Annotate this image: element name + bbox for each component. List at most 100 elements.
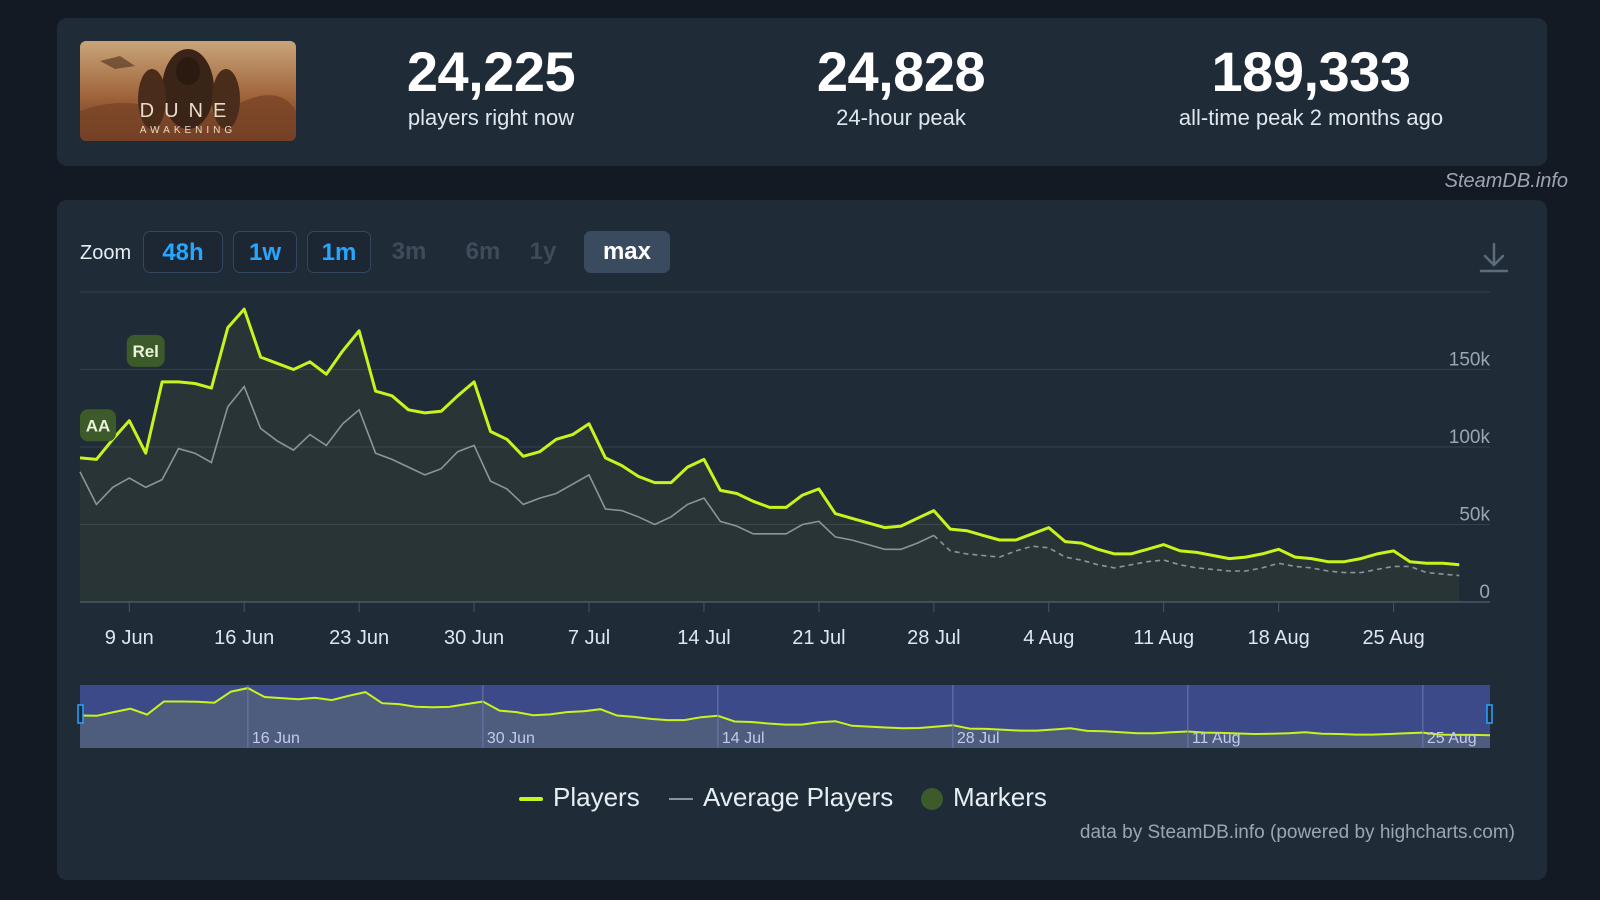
players-point[interactable] bbox=[586, 421, 592, 427]
players-point[interactable] bbox=[717, 487, 723, 493]
players-point[interactable] bbox=[1407, 559, 1413, 565]
players-point[interactable] bbox=[1161, 542, 1167, 548]
players-point[interactable] bbox=[307, 359, 313, 365]
players-point[interactable] bbox=[290, 367, 296, 373]
players-point[interactable] bbox=[176, 379, 182, 385]
players-point[interactable] bbox=[1111, 551, 1117, 557]
players-point[interactable] bbox=[882, 525, 888, 531]
players-point[interactable] bbox=[537, 449, 543, 455]
players-point[interactable] bbox=[1259, 551, 1265, 557]
players-point[interactable] bbox=[602, 455, 608, 461]
players-point[interactable] bbox=[1226, 556, 1232, 562]
marker-rel[interactable]: Rel bbox=[126, 334, 165, 367]
navigator-handle-right[interactable] bbox=[1486, 704, 1493, 724]
players-point[interactable] bbox=[323, 371, 329, 377]
players-point[interactable] bbox=[1177, 548, 1183, 554]
players-point[interactable] bbox=[832, 511, 838, 517]
legend-markers[interactable]: Markers bbox=[921, 780, 1047, 814]
players-point[interactable] bbox=[619, 463, 625, 469]
players-point[interactable] bbox=[1243, 554, 1249, 560]
players-point[interactable] bbox=[980, 532, 986, 538]
players-point[interactable] bbox=[438, 408, 444, 414]
players-point[interactable] bbox=[898, 523, 904, 529]
players-point[interactable] bbox=[783, 504, 789, 510]
chart-plot[interactable]: AA Rel 0 50k 100k 150k 9 Jun 16 Jun 23 Jun 30 Ju… bbox=[57, 200, 1547, 880]
players-point[interactable] bbox=[1144, 546, 1150, 552]
players-point[interactable] bbox=[652, 480, 658, 486]
players-point[interactable] bbox=[914, 515, 920, 521]
players-point[interactable] bbox=[701, 456, 707, 462]
players-point[interactable] bbox=[865, 520, 871, 526]
players-point[interactable] bbox=[799, 492, 805, 498]
players-point[interactable] bbox=[947, 526, 953, 532]
players-point[interactable] bbox=[373, 388, 379, 394]
players-point[interactable] bbox=[997, 537, 1003, 543]
players-point[interactable] bbox=[356, 328, 362, 334]
zoom-48h-button[interactable]: 48h bbox=[143, 231, 223, 273]
players-point[interactable] bbox=[143, 450, 149, 456]
players-point[interactable] bbox=[767, 504, 773, 510]
average-series-line[interactable] bbox=[79, 385, 935, 551]
players-point[interactable] bbox=[1423, 560, 1429, 566]
players-point[interactable] bbox=[274, 360, 280, 366]
players-point[interactable] bbox=[570, 432, 576, 438]
players-point[interactable] bbox=[1013, 537, 1019, 543]
players-point[interactable] bbox=[126, 418, 132, 424]
players-point[interactable] bbox=[1276, 546, 1282, 552]
players-point[interactable] bbox=[159, 379, 165, 385]
players-point[interactable] bbox=[192, 380, 198, 386]
players-point[interactable] bbox=[1210, 553, 1216, 559]
players-point[interactable] bbox=[964, 528, 970, 534]
players-point[interactable] bbox=[635, 473, 641, 479]
players-point[interactable] bbox=[734, 491, 740, 497]
players-point[interactable] bbox=[1325, 559, 1331, 565]
players-point[interactable] bbox=[208, 385, 214, 391]
players-point[interactable] bbox=[553, 436, 559, 442]
players-point[interactable] bbox=[422, 410, 428, 416]
players-point[interactable] bbox=[520, 453, 526, 459]
players-point[interactable] bbox=[1128, 551, 1134, 557]
players-point[interactable] bbox=[225, 325, 231, 331]
players-point[interactable] bbox=[1029, 531, 1035, 537]
download-icon[interactable] bbox=[1477, 240, 1511, 274]
legend-players[interactable]: Players bbox=[519, 780, 640, 814]
players-point[interactable] bbox=[504, 436, 510, 442]
players-point[interactable] bbox=[1046, 525, 1052, 531]
players-point[interactable] bbox=[1194, 549, 1200, 555]
players-point[interactable] bbox=[340, 348, 346, 354]
marker-aa[interactable]: AA bbox=[80, 409, 116, 442]
zoom-1m-button[interactable]: 1m bbox=[307, 231, 371, 273]
zoom-1w-button[interactable]: 1w bbox=[233, 231, 297, 273]
players-point[interactable] bbox=[93, 456, 99, 462]
players-point[interactable] bbox=[241, 306, 247, 312]
players-point[interactable] bbox=[750, 498, 756, 504]
players-point[interactable] bbox=[1391, 548, 1397, 554]
players-point[interactable] bbox=[77, 455, 83, 461]
zoom-max-button[interactable]: max bbox=[584, 231, 670, 273]
players-point[interactable] bbox=[389, 393, 395, 399]
zoom-6m-button[interactable]: 6m bbox=[465, 238, 501, 265]
steamdb-credit[interactable]: SteamDB.info bbox=[1444, 170, 1568, 192]
players-point[interactable] bbox=[258, 354, 264, 360]
legend-average[interactable]: Average Players bbox=[669, 780, 893, 814]
zoom-3m-button[interactable]: 3m bbox=[391, 238, 427, 265]
players-point[interactable] bbox=[931, 508, 937, 514]
players-series-line[interactable] bbox=[79, 307, 1460, 567]
players-point[interactable] bbox=[849, 515, 855, 521]
players-point[interactable] bbox=[1062, 539, 1068, 545]
players-point[interactable] bbox=[816, 486, 822, 492]
players-point[interactable] bbox=[1309, 556, 1315, 562]
players-point[interactable] bbox=[685, 464, 691, 470]
players-point[interactable] bbox=[1341, 559, 1347, 565]
players-point[interactable] bbox=[1292, 554, 1298, 560]
players-point[interactable] bbox=[405, 407, 411, 413]
players-point[interactable] bbox=[668, 480, 674, 486]
players-point[interactable] bbox=[1095, 546, 1101, 552]
players-point[interactable] bbox=[1374, 551, 1380, 557]
players-point[interactable] bbox=[488, 429, 494, 435]
highcharts-credit[interactable]: data by SteamDB.info (powered by highcha… bbox=[1079, 822, 1515, 843]
players-point[interactable] bbox=[1440, 560, 1446, 566]
zoom-1y-button[interactable]: 1y bbox=[529, 238, 557, 265]
players-point[interactable] bbox=[1079, 540, 1085, 546]
players-point[interactable] bbox=[471, 379, 477, 385]
